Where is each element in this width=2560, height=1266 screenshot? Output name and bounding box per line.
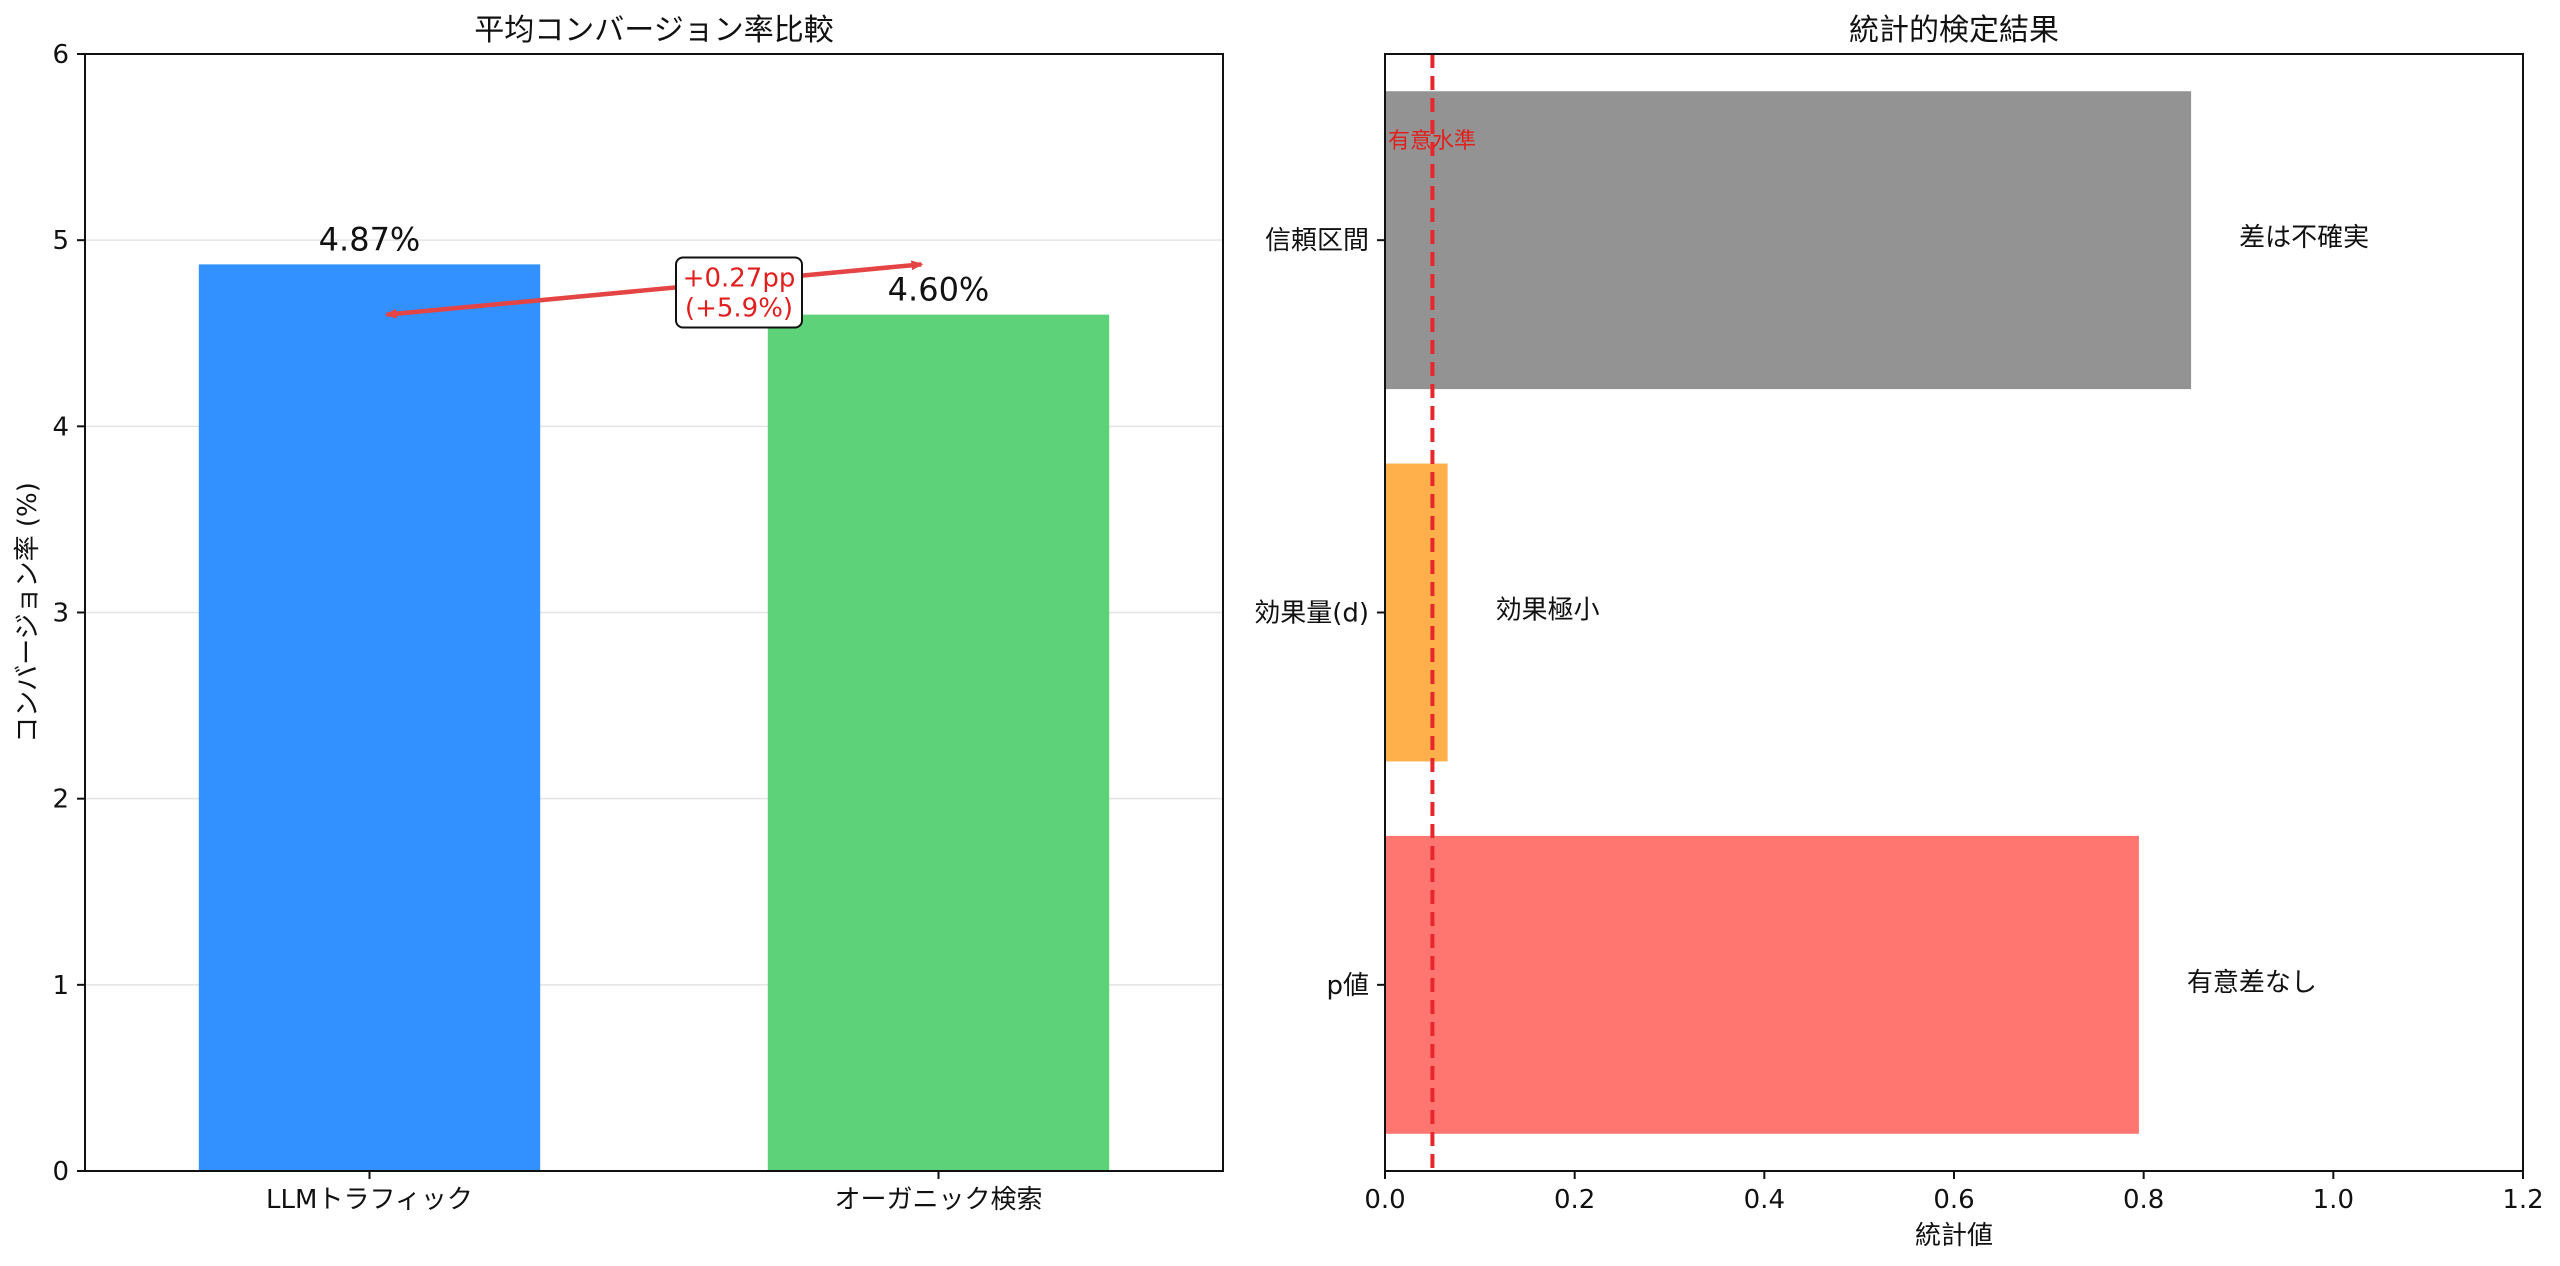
- x-tick-label: 0.8: [2123, 1185, 2164, 1215]
- chart-title: 統計的検定結果: [1849, 13, 2059, 48]
- y-tick-label: 2: [52, 785, 69, 815]
- y-tick-label: 効果量(d): [1254, 599, 1369, 629]
- bar-notes: 有意差なし 効果極小 差は不確実: [1496, 223, 2370, 998]
- bar: [198, 264, 541, 1171]
- plot-frame: [84, 53, 1224, 1172]
- bars: [198, 264, 1110, 1172]
- data-labels: 4.87% 4.60%: [319, 220, 990, 308]
- y-tick-label: 6: [52, 40, 69, 70]
- y-tick-label: p値: [1326, 971, 1369, 1001]
- x-axis-ticks: LLMトラフィック オーガニック検索: [266, 1171, 1043, 1215]
- bar-note: 有意差なし: [2187, 968, 2317, 998]
- significance-level-label: 有意水準: [1388, 129, 1476, 154]
- x-tick-label: 0.6: [1933, 1185, 1974, 1215]
- x-tick-label: LLMトラフィック: [266, 1185, 473, 1215]
- data-label: 4.60%: [888, 271, 990, 309]
- conversion-rate-chart: 平均コンバージョン率比較 0 1 2 3 4 5 6 LLMトラフィック オーガニック検索 4…: [13, 13, 1224, 1215]
- annotation-text-percent: (+5.9%): [685, 294, 793, 324]
- bar: [767, 314, 1110, 1172]
- annotation-text-pp: +0.27pp: [683, 264, 796, 294]
- x-tick-label: オーガニック検索: [834, 1185, 1042, 1215]
- y-tick-label: 3: [52, 599, 69, 629]
- data-label: 4.87%: [319, 220, 421, 258]
- bars: [1385, 91, 2192, 1134]
- y-tick-label: 1: [52, 971, 69, 1001]
- y-tick-label: 0: [52, 1157, 69, 1187]
- difference-arrow: [384, 260, 924, 319]
- difference-annotation: +0.27pp (+5.9%): [384, 256, 924, 329]
- y-tick-label: 4: [52, 412, 69, 442]
- plot-frame: [1384, 53, 2524, 1172]
- y-axis-ticks: 0 1 2 3 4 5 6: [52, 40, 85, 1187]
- x-tick-label: 0.0: [1364, 1185, 1405, 1215]
- y-tick-label: 信頼区間: [1265, 226, 1369, 256]
- bar: [1385, 91, 2192, 390]
- x-tick-label: 0.2: [1554, 1185, 1595, 1215]
- bar-note: 効果極小: [1496, 596, 1600, 626]
- bar: [1385, 463, 1448, 762]
- x-tick-label: 1.0: [2313, 1185, 2354, 1215]
- x-axis-ticks: 0.0 0.2 0.4 0.6 0.8 1.0 1.2: [1364, 1171, 2544, 1215]
- x-tick-label: 1.2: [2502, 1185, 2543, 1215]
- bar: [1385, 835, 2139, 1134]
- y-axis-ticks: p値 効果量(d) 信頼区間: [1254, 226, 1385, 1001]
- chart-title: 平均コンバージョン率比較: [474, 13, 833, 48]
- y-tick-label: 5: [52, 226, 69, 256]
- y-axis-label: コンバージョン率 (%): [13, 482, 43, 743]
- bar-note: 差は不確実: [2239, 223, 2369, 253]
- x-tick-label: 0.4: [1744, 1185, 1785, 1215]
- annotation-box: [675, 256, 803, 329]
- x-axis-label: 統計値: [1915, 1221, 1993, 1251]
